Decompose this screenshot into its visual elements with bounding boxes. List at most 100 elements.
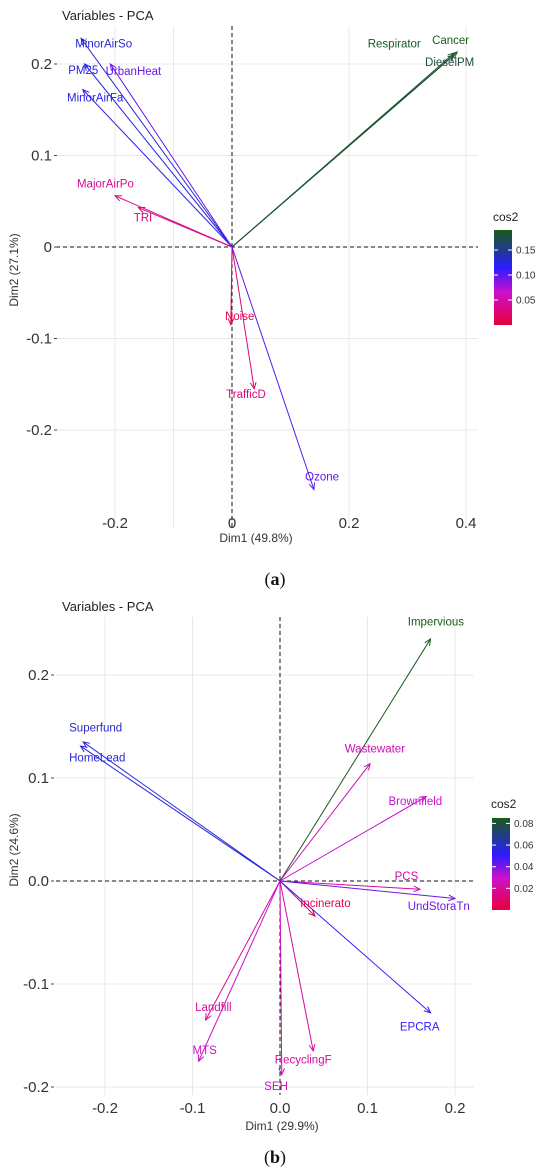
x-tick-label: 0.0 [270,1100,291,1117]
variable-label-tri: TRI [134,212,153,224]
panel-a-reference-lines [56,26,478,527]
y-tick-label: -0.1 [23,976,49,993]
x-tick-label: 0 [228,515,236,532]
panel-a-variable-labels: Cancer Respirator DieselPM MinorAirSo PM25 Ur… [67,35,474,483]
panel-b-x-ticks: -0.2 -0.1 0.0 0.1 0.2 [92,1100,465,1117]
variable-label-superfund: Superfund [69,723,122,735]
arrow-minorairso [80,37,233,248]
panel-a-y-axis-label: Dim2 (27.1%) [7,233,21,306]
arrow-head [205,1013,212,1022]
variable-label-brownfield: Brownfield [389,796,443,808]
panel-a-legend-title: cos2 [493,210,519,224]
arrow-head [137,207,146,214]
panel-b-variable-labels: Impervious Superfund HomeLead Wastewater Bro… [69,617,470,1094]
panel-b-legend-colorbar [492,818,510,910]
panel-a-arrows [80,37,459,491]
legend-tick-label: 0.15 [516,246,536,257]
x-tick-label: 0.4 [456,515,477,532]
y-tick-label: 0.1 [31,148,52,165]
panel-a-legend: cos2 0.15 0.10 0.05 [493,210,536,325]
panel-a: Variables - PCA Cancer Respirator DieselPM… [7,8,536,590]
panel-a-caption: (a) [265,569,286,590]
variable-label-landfill: Landfill [195,1002,231,1014]
arrow-head [447,52,456,60]
arrow-shaft [205,880,281,1021]
arrow-head [81,88,90,97]
arrow-shaft [82,89,233,248]
arrow-head [419,795,428,803]
arrow-tri [137,207,233,248]
arrow-pcs [279,880,422,893]
x-tick-label: -0.2 [92,1100,118,1117]
variable-label-wastewater: Wastewater [345,743,405,755]
arrow-head [80,37,88,46]
arrow-shaft [82,741,281,882]
arrow-incinerato [279,880,316,917]
variable-label-pm25: PM25 [68,65,98,77]
variable-label-seh: SEH [264,1081,288,1093]
panel-a-legend-ticks: 0.15 0.10 0.05 [494,246,536,307]
arrow-head [83,63,92,71]
variable-label-mts: MTS [193,1045,218,1057]
variable-label-epcra: EPCRA [400,1021,440,1033]
panel-a-legend-colorbar [494,230,512,325]
x-tick-label: -0.1 [180,1100,206,1117]
panel-b-arrows [79,637,457,1076]
y-tick-label: -0.2 [26,422,52,439]
panel-b-legend-ticks: 0.08 0.06 0.04 0.02 [492,819,534,895]
arrow-head [308,482,316,491]
arrow-head [250,381,257,391]
variable-label-minorairso: MinorAirSo [75,39,132,51]
panel-a-x-axis-label: Dim1 (49.8%) [219,531,292,545]
y-tick-label: 0.2 [28,667,49,684]
panel-a-grid [56,26,478,527]
arrow-head [413,885,422,893]
arrow-head [198,1054,205,1063]
variable-label-impervious: Impervious [408,617,464,629]
panel-b-x-axis-label: Dim1 (29.9%) [245,1119,318,1133]
arrow-dieselpm [231,54,456,248]
y-tick-label: -0.2 [23,1079,49,1096]
arrow-shaft [279,796,427,882]
arrow-shaft [138,207,233,248]
y-tick-label: 0 [44,239,52,256]
panel-a-y-ticks: 0.2 0.1 0 -0.1 -0.2 [26,56,57,439]
arrow-shaft [279,880,314,1052]
arrow-shaft [279,880,316,917]
legend-tick-label: 0.08 [514,819,534,830]
x-tick-label: 0.2 [445,1100,466,1117]
arrow-head [82,741,91,749]
panel-a-x-ticks: -0.2 0 0.2 0.4 [102,515,476,532]
variable-label-trafficd: TrafficD [226,389,266,401]
arrow-ozone [231,246,316,491]
panel-b-caption-letter: b [270,1147,280,1167]
variable-label-respirator: Respirator [368,39,421,51]
variable-label-cancer: Cancer [432,35,469,47]
arrow-shaft [279,880,431,1014]
variable-label-homelead: HomeLead [69,753,125,765]
legend-tick-label: 0.04 [514,862,534,873]
panel-b-y-axis-label: Dim2 (24.6%) [7,813,21,886]
plot-background [56,26,478,527]
arrow-minorairfa [81,88,233,248]
x-tick-label: -0.2 [102,515,128,532]
arrow-head [448,894,457,902]
arrow-seh [278,880,286,1076]
arrow-shaft [231,246,255,389]
variable-label-recyclingf: RecyclingF [275,1054,332,1066]
variable-label-minorairfa: MinorAirFa [67,93,124,105]
plot-background [56,617,474,1095]
x-tick-label: 0.2 [339,515,360,532]
arrow-shaft [279,880,456,900]
legend-tick-label: 0.02 [514,884,534,895]
arrow-undstoratn [279,880,457,902]
arrow-shaft [279,880,421,890]
arrow-shaft [231,246,315,490]
panel-b-reference-lines [56,617,474,1095]
arrow-recyclingf [279,880,316,1053]
y-tick-label: 0.2 [31,56,52,73]
variable-label-majorairpo: MajorAirPo [77,179,134,191]
variable-label-incinerato: Incinerato [300,898,351,910]
y-tick-label: 0.1 [28,770,49,787]
